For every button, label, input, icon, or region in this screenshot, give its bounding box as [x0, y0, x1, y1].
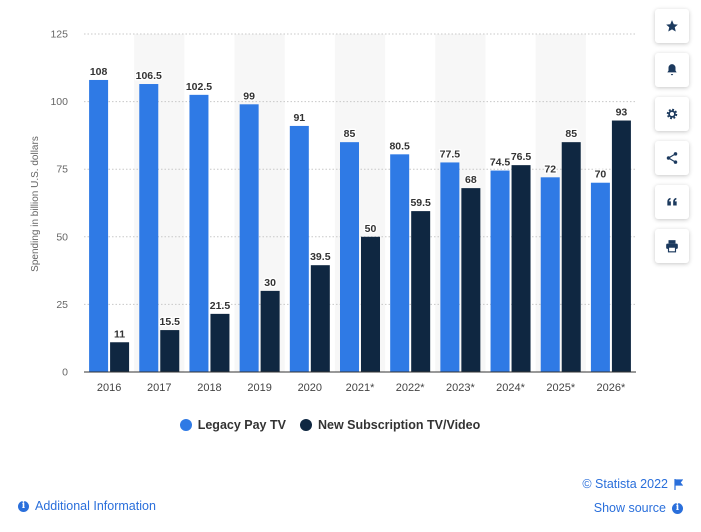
x-tick-label: 2018 — [197, 382, 221, 394]
bar-legacy-1[interactable] — [139, 84, 159, 373]
bar-subscription-3[interactable] — [260, 290, 280, 372]
bar-chart: 0 25 50 75 100 125 Spending in billion U.S. d… — [30, 29, 636, 394]
y-tick-label: 50 — [56, 231, 68, 243]
data-label: 50 — [365, 223, 377, 235]
y-tick-label: 25 — [56, 299, 68, 311]
print-button[interactable] — [655, 229, 689, 263]
show-source-label: Show source — [593, 501, 666, 515]
bar-subscription-7[interactable] — [461, 188, 481, 372]
data-label: 77.5 — [440, 148, 461, 160]
notification-button[interactable] — [655, 53, 689, 87]
x-tick-label: 2023* — [446, 382, 475, 394]
data-label: 74.5 — [490, 157, 511, 169]
legend-swatch-legacy — [179, 419, 192, 431]
bar-legacy-8[interactable] — [490, 170, 510, 372]
x-tick-label: 2024* — [496, 382, 525, 394]
data-label: 72 — [544, 163, 556, 175]
data-label: 68 — [465, 174, 477, 186]
favorite-button[interactable] — [655, 9, 689, 43]
additional-info-link[interactable]: i Additional Information — [18, 499, 156, 513]
data-label: 85 — [344, 128, 356, 140]
bar-subscription-10[interactable] — [611, 120, 631, 372]
data-label: 11 — [114, 328, 125, 340]
bar-subscription-2[interactable] — [210, 313, 230, 372]
toolbar-sidebar — [655, 9, 689, 273]
data-labels: 108 11 106.5 15.5 102.5 21.5 99 30 91 39.5 85 50 80.… — [89, 65, 629, 342]
copyright-link[interactable]: © Statista 2022 — [582, 477, 683, 491]
y-tick-label: 125 — [50, 29, 68, 41]
legend-swatch-subscription — [299, 419, 312, 431]
info-icon: i — [18, 500, 29, 512]
additional-info-label: Additional Information — [35, 499, 156, 513]
bar-legacy-3[interactable] — [239, 104, 259, 372]
bell-icon — [667, 64, 677, 76]
y-tick-label: 0 — [62, 367, 68, 379]
bar-subscription-0[interactable] — [110, 342, 130, 372]
x-tick-label: 2025* — [546, 382, 575, 394]
bar-legacy-0[interactable] — [89, 79, 109, 372]
y-tick-labels: 0 25 50 75 100 125 — [50, 29, 68, 379]
data-label: 30 — [264, 277, 276, 289]
bar-legacy-7[interactable] — [440, 162, 460, 372]
x-tick-label: 2020 — [298, 382, 322, 394]
data-label: 85 — [565, 128, 577, 140]
info-icon: i — [672, 502, 683, 514]
data-label: 93 — [616, 107, 628, 119]
bar-legacy-10[interactable] — [590, 182, 610, 372]
share-button[interactable] — [655, 141, 689, 175]
legend-label-legacy: Legacy Pay TV — [197, 418, 286, 432]
data-label: 102.5 — [186, 81, 212, 93]
data-label: 108 — [90, 66, 108, 78]
data-label: 21.5 — [210, 300, 231, 312]
data-label: 80.5 — [389, 140, 410, 152]
quote-icon — [667, 197, 677, 206]
bar-subscription-9[interactable] — [561, 142, 581, 372]
data-label: 59.5 — [410, 197, 431, 209]
bars — [89, 79, 631, 373]
copyright-text: © Statista 2022 — [582, 477, 668, 491]
data-label: 15.5 — [160, 316, 181, 328]
cite-button[interactable] — [655, 185, 689, 219]
bar-legacy-6[interactable] — [390, 154, 410, 372]
y-tick-label: 75 — [56, 164, 68, 176]
y-tick-label: 100 — [50, 96, 68, 108]
data-label: 70 — [595, 169, 607, 181]
x-tick-label: 2022* — [396, 382, 425, 394]
bar-legacy-2[interactable] — [189, 94, 209, 372]
x-tick-label: 2016 — [97, 382, 121, 394]
legend: Legacy Pay TV New Subscription TV/Video — [0, 418, 660, 432]
star-icon — [666, 20, 678, 32]
show-source-link[interactable]: Show source i — [594, 501, 683, 515]
flag-icon — [674, 478, 683, 490]
x-tick-label: 2019 — [247, 382, 271, 394]
data-label: 76.5 — [511, 151, 532, 163]
data-label: 91 — [293, 112, 305, 124]
y-axis-label: Spending in billion U.S. dollars — [30, 136, 41, 272]
bar-subscription-1[interactable] — [160, 330, 180, 372]
bar-subscription-8[interactable] — [511, 165, 531, 372]
x-tick-label: 2026* — [597, 382, 626, 394]
x-tick-label: 2017 — [147, 382, 171, 394]
bar-subscription-4[interactable] — [310, 265, 330, 372]
legend-item-legacy[interactable]: Legacy Pay TV — [179, 418, 286, 432]
bar-legacy-9[interactable] — [540, 177, 560, 372]
data-label: 39.5 — [310, 251, 331, 263]
gear-icon — [666, 108, 678, 120]
data-label: 99 — [243, 90, 255, 102]
x-tick-labels: 2016 2017 2018 2019 2020 2021* 2022* 2023* 2024*… — [97, 382, 626, 394]
x-tick-label: 2021* — [346, 382, 375, 394]
bar-subscription-6[interactable] — [411, 211, 431, 372]
bar-legacy-4[interactable] — [289, 125, 309, 372]
bar-legacy-5[interactable] — [340, 142, 359, 372]
legend-label-subscription: New Subscription TV/Video — [317, 418, 481, 432]
print-icon — [666, 240, 678, 253]
share-icon — [666, 152, 678, 164]
data-label: 106.5 — [136, 70, 162, 82]
legend-item-subscription[interactable]: New Subscription TV/Video — [299, 418, 481, 432]
settings-button[interactable] — [655, 97, 689, 131]
bar-subscription-5[interactable] — [361, 236, 380, 372]
